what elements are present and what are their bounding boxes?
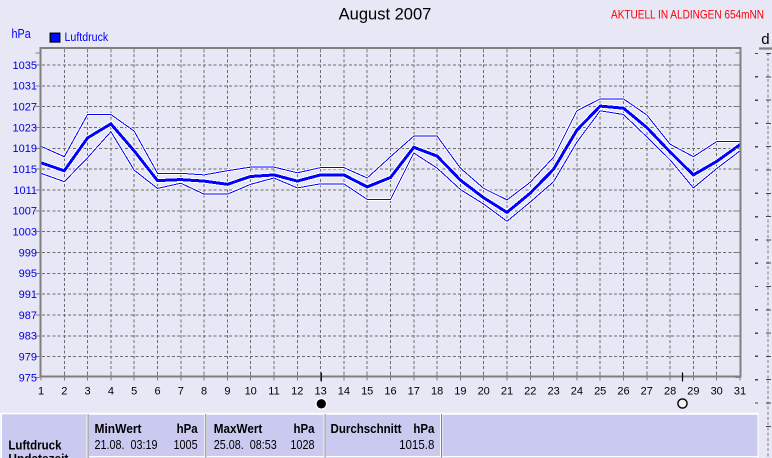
svg-text:995: 995 [19, 268, 37, 280]
svg-text:1015.8: 1015.8 [399, 437, 434, 452]
svg-text:28: 28 [664, 386, 676, 398]
svg-text:3: 3 [85, 386, 91, 398]
svg-text:AKTUELL IN ALDINGEN 654mNN: AKTUELL IN ALDINGEN 654mNN [611, 8, 764, 22]
svg-text:9: 9 [224, 386, 230, 398]
svg-text:6: 6 [154, 386, 160, 398]
svg-text:8: 8 [201, 386, 207, 398]
svg-text:999: 999 [19, 247, 37, 259]
svg-text:4: 4 [108, 386, 114, 398]
svg-text:Luftdruck: Luftdruck [8, 438, 62, 453]
svg-text:7: 7 [178, 386, 184, 398]
svg-text:1007: 1007 [13, 206, 37, 218]
svg-text:1015: 1015 [13, 164, 37, 176]
svg-text:1005: 1005 [174, 437, 198, 452]
svg-text:MaxWert: MaxWert [214, 421, 263, 436]
svg-text:15: 15 [361, 386, 373, 398]
svg-text:d: d [761, 31, 769, 48]
svg-text:2: 2 [61, 386, 67, 398]
svg-text:1031: 1031 [13, 81, 37, 93]
svg-text:16: 16 [384, 386, 396, 398]
svg-text:979: 979 [19, 352, 37, 364]
svg-text:22: 22 [524, 386, 536, 398]
svg-text:1011: 1011 [13, 185, 37, 197]
svg-text:12: 12 [291, 386, 303, 398]
svg-text:hPa: hPa [413, 421, 435, 436]
svg-text:27: 27 [641, 386, 653, 398]
svg-text:1035: 1035 [13, 60, 37, 72]
svg-text:hPa: hPa [294, 421, 316, 436]
svg-text:hPa: hPa [177, 421, 199, 436]
svg-text:1027: 1027 [13, 102, 37, 114]
svg-text:1: 1 [38, 386, 44, 398]
svg-text:21.08. 03:19: 21.08. 03:19 [95, 437, 158, 452]
svg-text:23: 23 [547, 386, 559, 398]
svg-text:29: 29 [687, 386, 699, 398]
svg-text:975: 975 [19, 372, 37, 384]
svg-text:hPa: hPa [12, 27, 31, 41]
svg-text:1003: 1003 [13, 227, 37, 239]
svg-text:24: 24 [571, 386, 583, 398]
svg-text:1028: 1028 [290, 437, 314, 452]
svg-text:25: 25 [594, 386, 606, 398]
svg-text:Durchschnitt: Durchschnitt [331, 421, 403, 436]
svg-text:31: 31 [734, 386, 746, 398]
svg-text:991: 991 [19, 289, 37, 301]
svg-text:25.08. 08:53: 25.08. 08:53 [214, 437, 277, 452]
svg-text:21: 21 [501, 386, 513, 398]
svg-text:987: 987 [19, 310, 37, 322]
svg-text:13: 13 [314, 386, 326, 398]
svg-text:1019: 1019 [13, 143, 37, 155]
svg-text:19: 19 [454, 386, 466, 398]
svg-text:Luftdruck: Luftdruck [65, 32, 109, 44]
svg-text:10: 10 [245, 386, 257, 398]
svg-text:20: 20 [478, 386, 490, 398]
svg-text:17: 17 [408, 386, 420, 398]
svg-text:11: 11 [268, 386, 279, 398]
svg-text:14: 14 [338, 386, 350, 398]
svg-text:5: 5 [131, 386, 137, 398]
svg-text:983: 983 [19, 331, 37, 343]
svg-text:Updatezeit: Updatezeit [8, 451, 69, 458]
svg-text:August 2007: August 2007 [339, 5, 432, 23]
svg-text:26: 26 [617, 386, 629, 398]
svg-text:18: 18 [431, 386, 443, 398]
svg-text:30: 30 [711, 386, 723, 398]
svg-text:1023: 1023 [13, 122, 37, 134]
svg-text:MinWert: MinWert [95, 421, 143, 436]
